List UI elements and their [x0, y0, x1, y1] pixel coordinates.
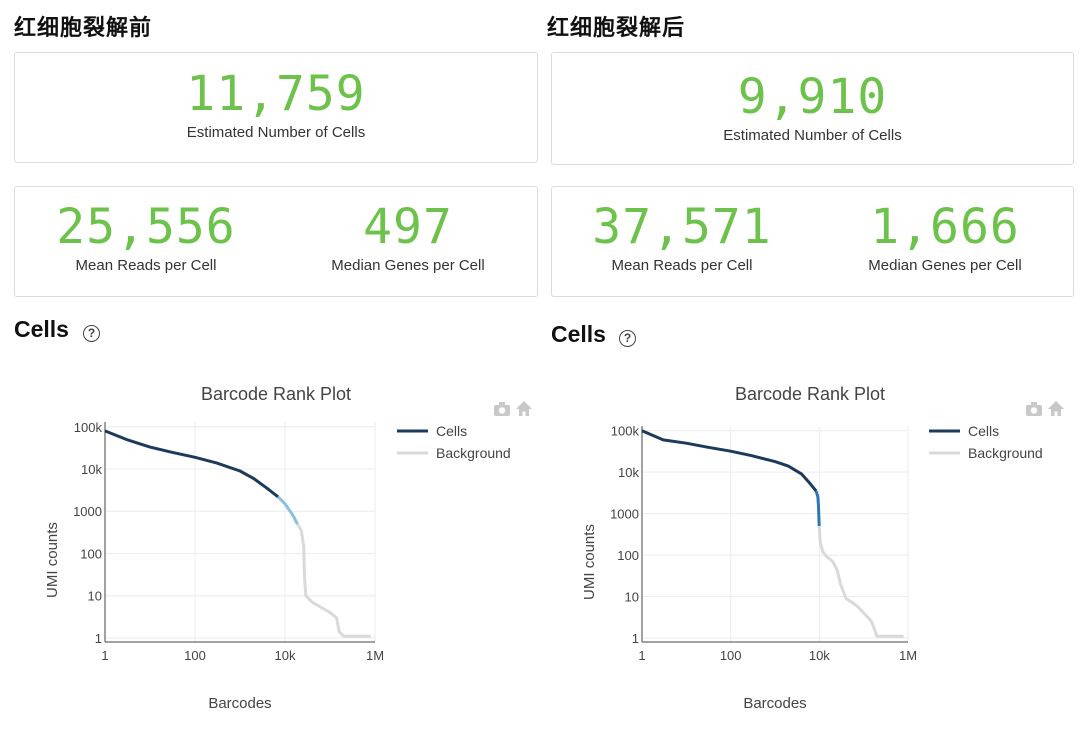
y-tick-label: 1000: [610, 507, 639, 522]
panel-after-lysis: 红细胞裂解后 9,910 Estimated Number of Cells 3…: [540, 0, 1080, 732]
help-icon[interactable]: ?: [619, 330, 636, 347]
y-tick-label: 10: [88, 589, 102, 604]
series-line: [641, 429, 818, 493]
x-tick-label: 1: [638, 648, 645, 663]
y-tick-label: 10k: [618, 465, 639, 480]
median-genes-metric: 497 Median Genes per Cell: [305, 203, 511, 274]
series-line: [814, 490, 821, 527]
mean-reads-metric: 25,556 Mean Reads per Cell: [33, 203, 259, 274]
series-line: [104, 429, 279, 498]
y-axis-title: UMI counts: [581, 524, 598, 600]
y-tick-label: 1: [95, 631, 102, 646]
x-tick-label: 1M: [366, 648, 384, 663]
home-shape: [516, 401, 532, 416]
y-tick-label: 100k: [611, 424, 640, 439]
estimated-cells-card: 11,759 Estimated Number of Cells: [14, 52, 538, 163]
camera-top: [1031, 402, 1037, 406]
chart-title: Barcode Rank Plot: [201, 384, 351, 404]
camera-icon[interactable]: [494, 402, 510, 416]
median-genes-label: Median Genes per Cell: [331, 257, 485, 274]
camera-lens: [1030, 407, 1038, 414]
home-icon[interactable]: [516, 401, 532, 416]
mean-reads-value: 37,571: [592, 199, 772, 255]
cells-section-title: Cells: [14, 316, 69, 342]
x-tick-label: 1: [101, 648, 108, 663]
estimated-cells-label: Estimated Number of Cells: [186, 124, 366, 141]
estimated-cells-metric: 9,910 Estimated Number of Cells: [552, 73, 1073, 144]
camera-lens: [498, 407, 506, 414]
y-tick-label: 100k: [74, 420, 103, 435]
barcode-rank-plot: Barcode Rank Plot 1 100 10k 1M 1 10 100 1000 10k 1…: [44, 384, 532, 712]
y-tick-label: 10: [625, 590, 639, 605]
median-genes-label: Median Genes per Cell: [868, 257, 1022, 274]
mean-reads-metric: 37,571 Mean Reads per Cell: [574, 203, 790, 274]
legend-label: Cells: [968, 423, 999, 439]
help-icon[interactable]: ?: [83, 325, 100, 342]
mean-reads-label: Mean Reads per Cell: [75, 257, 217, 274]
estimated-cells-value: 9,910: [737, 69, 888, 125]
series-line: [296, 523, 371, 638]
legend-label: Background: [968, 445, 1043, 461]
mean-reads-label: Mean Reads per Cell: [611, 257, 753, 274]
median-genes-value: 497: [363, 199, 453, 255]
cells-section-title: Cells: [551, 321, 606, 347]
home-shape: [1048, 401, 1064, 416]
legend-label: Background: [436, 445, 511, 461]
camera-top: [499, 402, 505, 406]
estimated-cells-card: 9,910 Estimated Number of Cells: [551, 52, 1074, 165]
home-icon[interactable]: [1048, 401, 1064, 416]
x-axis-title: Barcodes: [208, 695, 271, 712]
reads-genes-card: 25,556 Mean Reads per Cell 497 Median Ge…: [14, 186, 538, 297]
y-tick-label: 10k: [81, 462, 102, 477]
median-genes-metric: 1,666 Median Genes per Cell: [842, 203, 1048, 274]
y-tick-label: 1: [632, 631, 639, 646]
series-line: [276, 495, 299, 525]
x-tick-label: 100: [184, 648, 206, 663]
x-tick-label: 1M: [899, 648, 917, 663]
estimated-cells-metric: 11,759 Estimated Number of Cells: [15, 70, 537, 141]
x-tick-label: 100: [720, 648, 742, 663]
barcode-rank-plot: Barcode Rank Plot 1 100 10k 1M 1 10 100 1000 10k 1…: [581, 384, 1064, 712]
panel-heading: 红细胞裂解前: [14, 16, 153, 41]
chart-title: Barcode Rank Plot: [735, 384, 885, 404]
estimated-cells-value: 11,759: [186, 66, 366, 122]
estimated-cells-label: Estimated Number of Cells: [723, 127, 902, 144]
y-tick-label: 1000: [73, 504, 102, 519]
x-tick-label: 10k: [275, 648, 296, 663]
series-line: [817, 526, 904, 638]
reads-genes-card: 37,571 Mean Reads per Cell 1,666 Median …: [551, 186, 1074, 297]
y-axis-title: UMI counts: [44, 522, 61, 598]
mean-reads-value: 25,556: [56, 199, 236, 255]
median-genes-value: 1,666: [870, 199, 1020, 255]
y-tick-label: 100: [617, 548, 639, 563]
camera-icon[interactable]: [1026, 402, 1042, 416]
panel-heading: 红细胞裂解后: [547, 16, 686, 41]
legend-label: Cells: [436, 423, 467, 439]
x-axis-title: Barcodes: [743, 695, 806, 712]
x-tick-label: 10k: [809, 648, 830, 663]
panel-before-lysis: 红细胞裂解前 11,759 Estimated Number of Cells …: [14, 16, 538, 712]
y-tick-label: 100: [80, 546, 102, 561]
